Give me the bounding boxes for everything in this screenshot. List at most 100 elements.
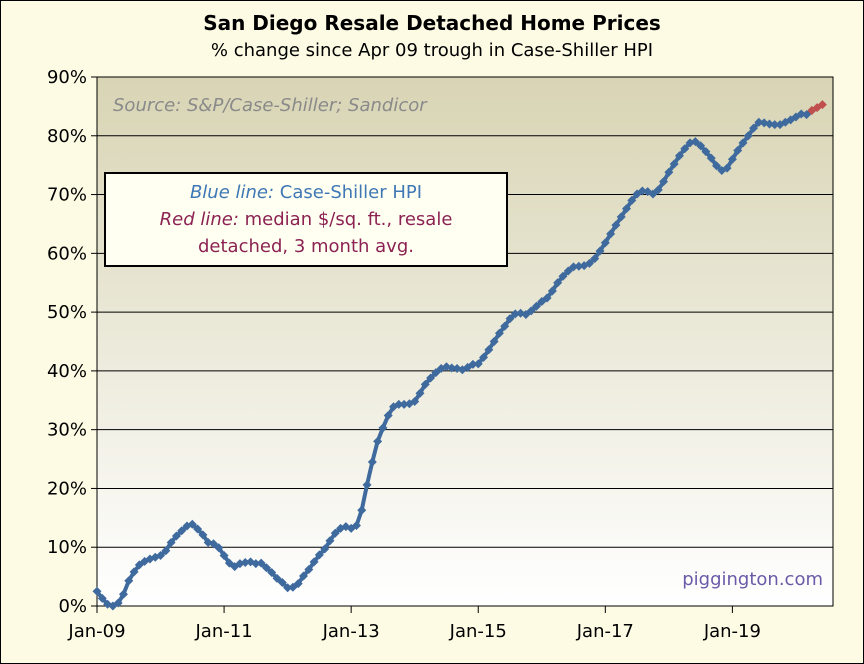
blue-data-point: [426, 373, 436, 383]
blue-data-point: [547, 286, 557, 296]
blue-data-point: [156, 550, 166, 560]
blue-data-point: [299, 571, 309, 581]
blue-data-point: [558, 271, 568, 281]
blue-data-point: [214, 543, 224, 553]
blue-data-point: [272, 573, 282, 583]
blue-data-point: [330, 528, 340, 538]
x-tick-label: Jan-19: [703, 621, 761, 642]
blue-data-point: [701, 147, 711, 157]
plot-area: [96, 76, 834, 607]
blue-data-point: [362, 480, 372, 490]
x-tick-label: Jan-09: [67, 621, 125, 642]
blue-data-point: [574, 261, 584, 271]
blue-data-point: [208, 539, 218, 549]
blue-data-point: [542, 293, 552, 303]
blue-data-point: [325, 536, 335, 546]
blue-data-point: [802, 110, 812, 120]
series-layer: [92, 100, 827, 611]
blue-data-point: [267, 567, 277, 577]
blue-data-point: [500, 321, 510, 331]
blue-data-point: [749, 123, 759, 133]
legend-blue-label: Blue line:: [189, 182, 275, 203]
blue-data-point: [706, 153, 716, 163]
blue-data-point: [648, 189, 658, 199]
blue-data-point: [770, 120, 780, 130]
legend-red-text-1: median $/sq. ft., resale: [244, 209, 453, 230]
blue-data-point: [177, 526, 187, 536]
blue-data-point: [166, 538, 176, 548]
blue-data-point: [669, 159, 679, 169]
blue-data-point: [611, 220, 621, 230]
blue-data-point: [129, 567, 139, 577]
blue-data-point: [764, 119, 774, 129]
blue-data-point: [240, 558, 250, 568]
blue-data-point: [283, 583, 293, 593]
y-tick-label: 0%: [58, 596, 87, 617]
credit-text: piggington.com: [682, 569, 823, 590]
blue-data-point: [489, 337, 499, 346]
blue-data-point: [373, 436, 383, 446]
source-note: Source: S&P/Case-Shiller; Sandicor: [113, 95, 428, 116]
blue-data-point: [531, 301, 541, 311]
blue-data-point: [124, 576, 134, 586]
blue-data-point: [320, 544, 330, 554]
legend-box: Blue line: Case-Shiller HPI Red line: me…: [104, 172, 508, 267]
blue-data-point: [351, 520, 361, 530]
blue-data-point: [171, 531, 181, 541]
blue-data-point: [659, 177, 669, 187]
red-data-point: [817, 100, 827, 110]
blue-data-point: [251, 559, 261, 569]
blue-data-point: [754, 117, 764, 127]
blue-data-point: [621, 204, 631, 214]
y-tick-label: 20%: [47, 478, 87, 499]
blue-data-point: [383, 411, 393, 421]
blue-data-point: [187, 519, 197, 529]
blue-data-point: [743, 131, 753, 141]
blue-data-point: [553, 278, 563, 288]
blue-data-point: [595, 246, 605, 256]
blue-data-point: [198, 530, 208, 540]
blue-data-point: [447, 363, 457, 373]
y-tick-label: 10%: [47, 537, 87, 558]
blue-data-point: [92, 586, 102, 596]
blue-data-point: [256, 558, 266, 568]
blue-data-point: [680, 144, 690, 154]
blue-data-point: [637, 186, 647, 196]
x-tick-label: Jan-11: [195, 621, 253, 642]
blue-data-point: [367, 457, 377, 467]
blue-data-point: [727, 154, 737, 164]
blue-data-point: [690, 137, 700, 147]
blue-data-point: [606, 229, 616, 239]
blue-data-point: [309, 557, 319, 567]
blue-data-point: [399, 399, 409, 409]
blue-data-point: [616, 212, 626, 222]
x-tick-label: Jan-13: [322, 621, 380, 642]
blue-data-point: [394, 399, 404, 409]
blue-data-point: [219, 550, 229, 560]
blue-data-point: [674, 151, 684, 161]
blue-data-point: [277, 577, 287, 587]
y-tick-label: 50%: [47, 302, 87, 323]
blue-data-point: [653, 185, 663, 195]
y-tick-label: 30%: [47, 420, 87, 441]
blue-data-point: [314, 550, 324, 560]
blue-data-point: [479, 352, 489, 362]
blue-data-point: [410, 396, 420, 406]
legend-line-blue: Blue line: Case-Shiller HPI: [106, 179, 506, 206]
blue-data-point: [627, 195, 637, 205]
blue-data-point: [261, 563, 271, 573]
blue-data-point: [431, 368, 441, 378]
axes: 0% 10% 20% 30% 40% 50% 60% 70% 80% 90% Jan-09 Jan-1…: [47, 67, 761, 642]
legend-red-label: Red line:: [159, 209, 239, 230]
blue-data-point: [505, 314, 515, 324]
chart-title: San Diego Resale Detached Home Prices: [203, 11, 661, 35]
blue-data-point: [193, 524, 203, 534]
blue-data-point: [569, 262, 579, 272]
x-tick-label: Jan-17: [576, 621, 634, 642]
blue-data-point: [600, 238, 610, 248]
blue-data-point: [722, 163, 732, 173]
blue-data-point: [563, 266, 573, 276]
blue-data-point: [113, 598, 123, 608]
blue-data-point: [733, 145, 743, 155]
